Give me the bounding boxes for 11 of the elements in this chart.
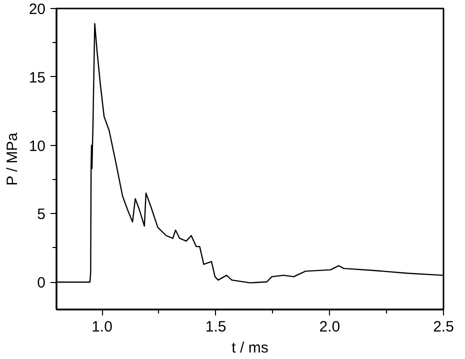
x-tick-label: 1.0 <box>92 318 112 336</box>
y-tick-label: 0 <box>37 274 46 292</box>
y-tick-label: 5 <box>37 206 46 224</box>
y-tick-label: 10 <box>28 138 46 155</box>
x-tick-label: 2.0 <box>319 318 340 336</box>
x-tick-label: 1.5 <box>205 318 226 336</box>
y-tick-label: 20 <box>28 1 46 18</box>
y-axis-title: P / MPa <box>4 132 21 186</box>
x-tick-label: 2.5 <box>433 318 454 336</box>
y-tick-label: 15 <box>28 69 46 86</box>
x-axis-title: t / ms <box>232 340 268 356</box>
